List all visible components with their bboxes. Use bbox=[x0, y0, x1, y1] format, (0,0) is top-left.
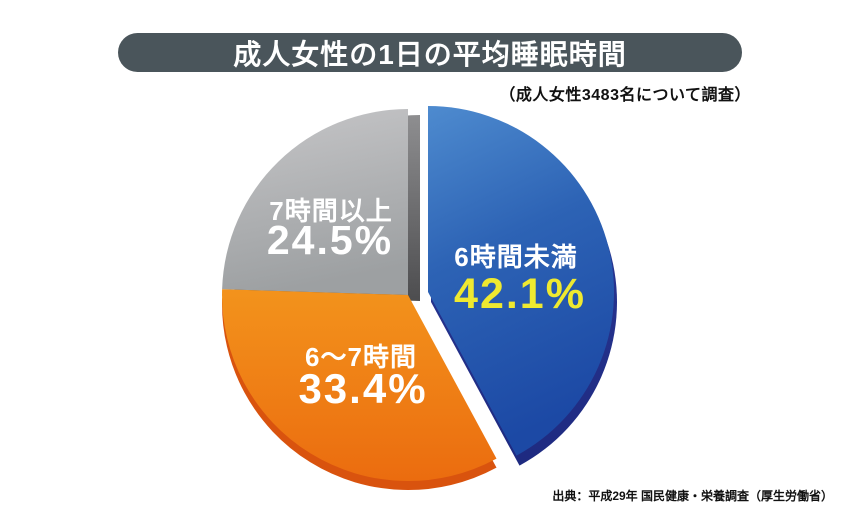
survey-note: （成人女性3483名について調査） bbox=[499, 87, 751, 104]
pie-slice-under-6h bbox=[428, 106, 615, 456]
slice-percent-7h-plus: 24.5% bbox=[267, 217, 393, 263]
source-note: 出典：平成29年 国民健康・栄養調査（厚生労働省） bbox=[552, 489, 833, 503]
pie-slice-6-7h bbox=[222, 289, 497, 481]
page-title: 成人女性の1日の平均睡眠時間 bbox=[233, 38, 627, 70]
pie-slice-7h-plus bbox=[222, 109, 408, 295]
slice-percent-under-6h: 42.1% bbox=[454, 270, 586, 318]
title-banner: 成人女性の1日の平均睡眠時間 bbox=[118, 33, 742, 72]
slice-percent-6-7h: 33.4% bbox=[298, 365, 427, 412]
slice-label-7h-plus: 7時間以上 bbox=[269, 196, 392, 226]
slice-label-under-6h: 6時間未満 bbox=[454, 242, 577, 272]
slice-label-6-7h: 6〜7時間 bbox=[305, 342, 417, 372]
